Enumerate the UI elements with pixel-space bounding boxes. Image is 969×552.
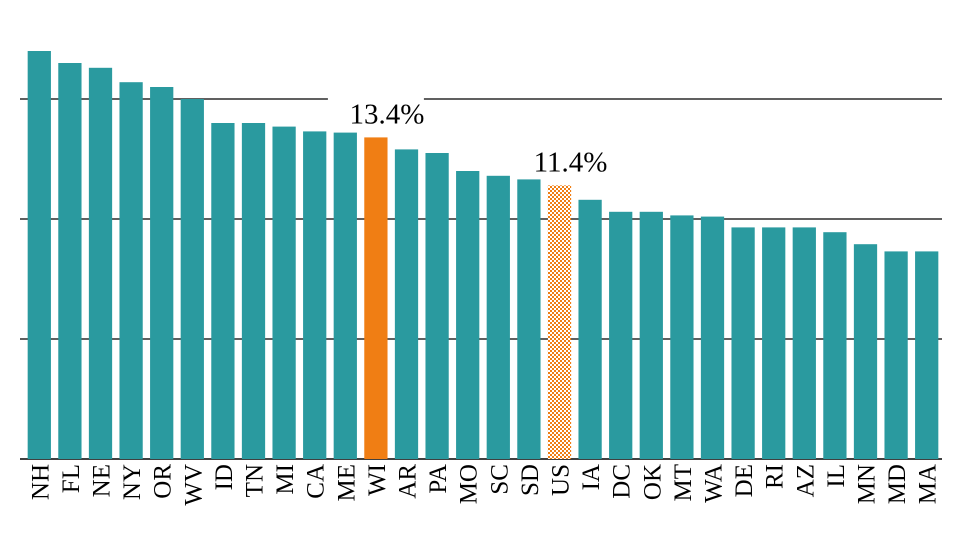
tick-label-sc: SC bbox=[486, 464, 513, 495]
gridlines bbox=[20, 98, 942, 460]
bar-ca bbox=[303, 131, 327, 459]
tick-label-id: ID bbox=[211, 464, 238, 490]
tick-label-ny: NY bbox=[119, 464, 146, 500]
bar-ny bbox=[119, 82, 143, 459]
bar-ri bbox=[762, 227, 786, 459]
tick-label-md: MD bbox=[884, 464, 911, 504]
bar-ma bbox=[915, 251, 939, 459]
bar-az bbox=[792, 227, 816, 459]
tick-label-nh: NH bbox=[27, 464, 54, 500]
tick-label-mo: MO bbox=[456, 464, 483, 504]
tick-label-de: DE bbox=[731, 464, 758, 497]
tick-label-sd: SD bbox=[517, 464, 544, 496]
tick-label-wv: WV bbox=[180, 464, 207, 506]
bar-de bbox=[731, 227, 755, 459]
bar-me bbox=[333, 132, 357, 459]
bars bbox=[27, 51, 939, 460]
tick-label-wa: WA bbox=[701, 464, 728, 503]
tick-label-az: AZ bbox=[792, 464, 819, 497]
tick-label-ok: OK bbox=[639, 464, 666, 500]
bar-wv bbox=[180, 99, 204, 459]
annotation-us: 11.4% bbox=[534, 146, 608, 178]
bar-us bbox=[547, 185, 572, 459]
x-axis-tick-labels: NH FL NE NY OR WV ID TN MI CA ME WI AR PA MO SC SD US IA DC… bbox=[27, 464, 941, 506]
bar-dc bbox=[609, 211, 633, 459]
bar-or bbox=[150, 87, 174, 459]
bar-sd bbox=[517, 179, 541, 459]
annotation-wi: 13.4% bbox=[349, 98, 424, 130]
bar-mo bbox=[456, 171, 480, 459]
bar-wa bbox=[700, 216, 725, 459]
bar-nh bbox=[27, 51, 51, 459]
bar-wi bbox=[364, 137, 388, 459]
bar-pa bbox=[425, 153, 449, 459]
tick-label-mt: MT bbox=[670, 464, 697, 502]
bar-tn bbox=[241, 123, 266, 459]
tick-label-ca: CA bbox=[303, 464, 330, 499]
tick-label-il: IL bbox=[823, 464, 850, 488]
tick-label-wi: WI bbox=[364, 464, 391, 496]
bar-ia bbox=[578, 199, 602, 460]
tick-label-mn: MN bbox=[854, 464, 881, 504]
tick-label-ar: AR bbox=[395, 464, 422, 499]
bar-id bbox=[211, 123, 235, 459]
tick-label-ma: MA bbox=[915, 464, 942, 504]
tick-label-ne: NE bbox=[89, 464, 116, 497]
annotations: 13.4% 11.4% bbox=[327, 95, 608, 178]
tick-label-mi: MI bbox=[272, 464, 299, 495]
bar-md bbox=[884, 251, 908, 459]
tick-label-pa: PA bbox=[425, 464, 452, 494]
bar-ne bbox=[88, 67, 113, 460]
bar-sc bbox=[486, 175, 510, 460]
annotation-background bbox=[511, 143, 608, 178]
tick-label-ia: IA bbox=[578, 464, 605, 490]
tick-label-ri: RI bbox=[762, 464, 789, 489]
tick-label-fl: FL bbox=[58, 464, 85, 493]
bar-ar bbox=[394, 149, 419, 459]
bar-mt bbox=[670, 215, 694, 459]
tick-label-dc: DC bbox=[609, 464, 636, 499]
bar-mi bbox=[272, 126, 296, 459]
tick-label-tn: TN bbox=[242, 464, 269, 497]
annotation-background bbox=[327, 95, 424, 130]
tick-label-us: US bbox=[548, 464, 575, 496]
tick-label-or: OR bbox=[150, 464, 177, 499]
bar-ok bbox=[639, 211, 663, 459]
bar-fl bbox=[58, 63, 82, 459]
bar-mn bbox=[853, 244, 878, 459]
tick-label-me: ME bbox=[333, 464, 360, 502]
bar-il bbox=[823, 232, 847, 459]
